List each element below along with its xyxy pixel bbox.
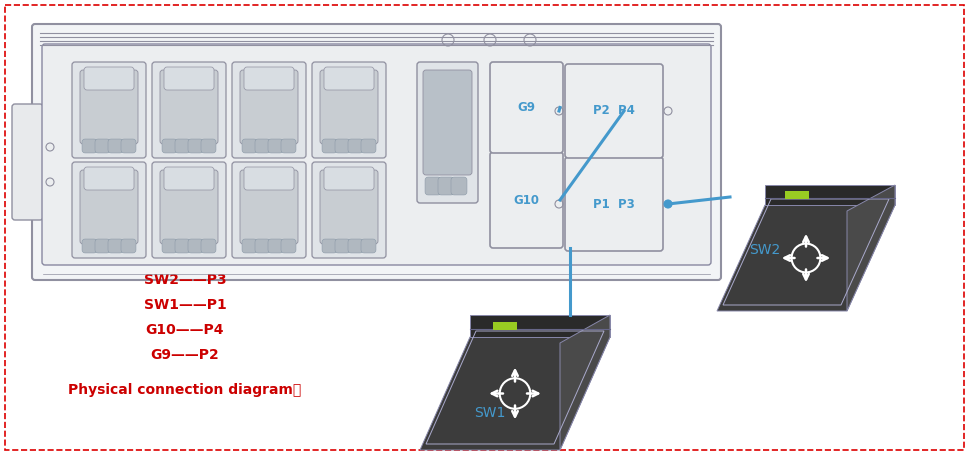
Polygon shape (765, 185, 895, 205)
Text: P2  P4: P2 P4 (593, 105, 635, 117)
Polygon shape (470, 315, 610, 337)
FancyBboxPatch shape (242, 139, 257, 153)
FancyBboxPatch shape (162, 239, 177, 253)
FancyBboxPatch shape (160, 170, 218, 244)
FancyBboxPatch shape (268, 139, 283, 153)
FancyBboxPatch shape (108, 239, 123, 253)
Text: P1  P3: P1 P3 (593, 197, 635, 211)
FancyBboxPatch shape (42, 44, 711, 265)
Text: SW2: SW2 (749, 243, 781, 257)
FancyBboxPatch shape (188, 139, 203, 153)
FancyBboxPatch shape (12, 104, 43, 220)
FancyBboxPatch shape (348, 239, 363, 253)
Text: G10——P4: G10——P4 (145, 323, 224, 337)
FancyBboxPatch shape (240, 170, 298, 244)
FancyBboxPatch shape (152, 162, 226, 258)
FancyBboxPatch shape (423, 70, 472, 175)
Polygon shape (847, 185, 895, 311)
Text: SW1: SW1 (474, 406, 506, 420)
FancyBboxPatch shape (82, 139, 97, 153)
FancyBboxPatch shape (490, 152, 563, 248)
FancyBboxPatch shape (322, 239, 337, 253)
FancyBboxPatch shape (320, 170, 378, 244)
FancyBboxPatch shape (335, 139, 350, 153)
FancyBboxPatch shape (565, 157, 663, 251)
FancyBboxPatch shape (240, 70, 298, 144)
FancyBboxPatch shape (152, 62, 226, 158)
FancyBboxPatch shape (80, 170, 138, 244)
FancyBboxPatch shape (312, 62, 386, 158)
FancyBboxPatch shape (201, 239, 216, 253)
Text: G9: G9 (517, 101, 536, 114)
Text: SW2——P3: SW2——P3 (143, 273, 227, 287)
FancyBboxPatch shape (164, 167, 214, 190)
FancyBboxPatch shape (281, 139, 296, 153)
FancyBboxPatch shape (268, 239, 283, 253)
FancyBboxPatch shape (324, 167, 374, 190)
FancyBboxPatch shape (320, 70, 378, 144)
Text: G10: G10 (514, 193, 540, 207)
FancyBboxPatch shape (121, 139, 136, 153)
Text: SW1——P1: SW1——P1 (143, 298, 227, 312)
FancyBboxPatch shape (188, 239, 203, 253)
FancyBboxPatch shape (361, 139, 376, 153)
FancyBboxPatch shape (160, 70, 218, 144)
Bar (786, 191, 809, 199)
FancyBboxPatch shape (84, 67, 134, 90)
Text: G9——P2: G9——P2 (150, 348, 219, 362)
Polygon shape (560, 315, 610, 450)
FancyBboxPatch shape (312, 162, 386, 258)
FancyBboxPatch shape (255, 239, 270, 253)
FancyBboxPatch shape (175, 239, 190, 253)
FancyBboxPatch shape (438, 177, 454, 195)
FancyBboxPatch shape (82, 239, 97, 253)
FancyBboxPatch shape (72, 62, 146, 158)
Bar (493, 322, 517, 330)
FancyBboxPatch shape (175, 139, 190, 153)
FancyBboxPatch shape (162, 139, 177, 153)
Circle shape (664, 200, 672, 208)
FancyBboxPatch shape (348, 139, 363, 153)
Text: Physical connection diagram：: Physical connection diagram： (69, 383, 301, 397)
FancyBboxPatch shape (72, 162, 146, 258)
FancyBboxPatch shape (565, 64, 663, 158)
FancyBboxPatch shape (32, 24, 721, 280)
FancyBboxPatch shape (425, 177, 441, 195)
Polygon shape (420, 337, 610, 450)
FancyBboxPatch shape (324, 67, 374, 90)
FancyBboxPatch shape (95, 139, 110, 153)
FancyBboxPatch shape (490, 62, 563, 153)
FancyBboxPatch shape (232, 162, 306, 258)
FancyBboxPatch shape (108, 139, 123, 153)
Polygon shape (717, 205, 895, 311)
FancyBboxPatch shape (244, 167, 294, 190)
FancyBboxPatch shape (255, 139, 270, 153)
FancyBboxPatch shape (232, 62, 306, 158)
FancyBboxPatch shape (242, 239, 257, 253)
FancyBboxPatch shape (84, 167, 134, 190)
FancyBboxPatch shape (335, 239, 350, 253)
FancyBboxPatch shape (361, 239, 376, 253)
FancyBboxPatch shape (451, 177, 467, 195)
FancyBboxPatch shape (281, 239, 296, 253)
FancyBboxPatch shape (164, 67, 214, 90)
FancyBboxPatch shape (80, 70, 138, 144)
FancyBboxPatch shape (322, 139, 337, 153)
FancyBboxPatch shape (95, 239, 110, 253)
FancyBboxPatch shape (201, 139, 216, 153)
FancyBboxPatch shape (244, 67, 294, 90)
FancyBboxPatch shape (417, 62, 478, 203)
FancyBboxPatch shape (121, 239, 136, 253)
